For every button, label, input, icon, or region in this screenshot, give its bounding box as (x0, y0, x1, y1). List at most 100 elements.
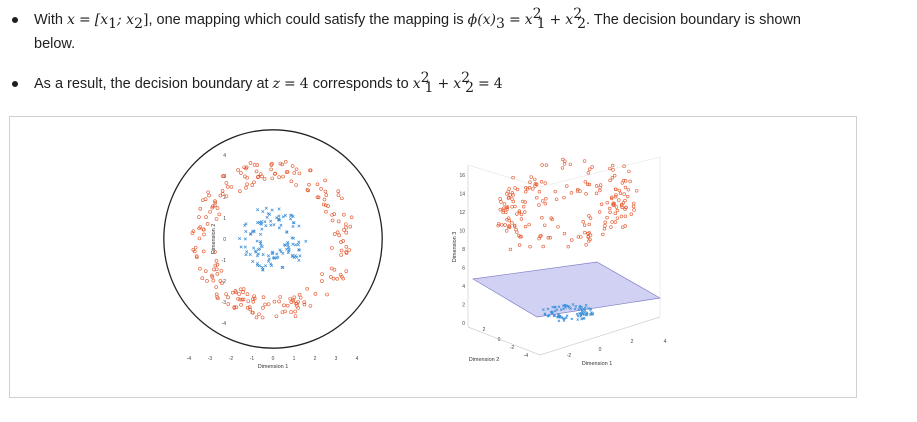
outer-class-point-3d (598, 188, 602, 193)
outer-class-point-3d (586, 231, 590, 236)
outer-class-point (308, 304, 313, 308)
inner-class-point-3d (570, 317, 574, 321)
outer-class-point (252, 163, 257, 167)
outer-class-point-3d (613, 211, 617, 216)
outer-class-point (191, 247, 196, 252)
inner-class-point (252, 229, 256, 233)
outer-class-point (320, 279, 324, 283)
outer-class-point-3d (533, 177, 537, 182)
dim1-tick-label: 2 (631, 339, 634, 345)
inner-class-point (255, 239, 259, 243)
outer-class-point (241, 290, 245, 294)
outer-class-point (200, 276, 205, 281)
outer-class-point-3d (519, 217, 524, 221)
inner-class-point (258, 247, 262, 251)
outer-class-point-3d (614, 205, 619, 209)
x-tick-label: 4 (356, 356, 359, 362)
outer-class-point-3d (601, 232, 605, 237)
inner-class-point (266, 259, 271, 263)
outer-class-point-3d (605, 200, 609, 205)
outer-class-point (344, 225, 348, 230)
z-tick-label: 14 (459, 192, 465, 198)
outer-class-point-3d (543, 201, 548, 206)
outer-class-point (316, 195, 321, 200)
outer-class-point (190, 231, 195, 235)
outer-class-point-3d (507, 195, 511, 200)
outer-class-point (306, 188, 311, 193)
inner-class-point-3d (557, 305, 561, 309)
outer-class-point-3d (521, 204, 526, 209)
outer-class-point-3d (623, 185, 628, 190)
outer-class-point-3d (540, 215, 544, 220)
inner-class-point-3d (583, 308, 587, 312)
outer-class-point-3d (629, 212, 633, 216)
inner-class-point-3d (563, 317, 566, 321)
inner-class-point (278, 218, 282, 222)
outer-class-point-3d (575, 189, 580, 193)
outer-class-point (238, 287, 243, 292)
outer-class-point (347, 248, 352, 252)
outer-class-point-3d (615, 216, 620, 220)
outer-class-point-3d (628, 179, 632, 184)
outer-class-point-3d (569, 191, 574, 195)
outer-class-point (254, 315, 259, 320)
outer-class-point-3d (588, 216, 593, 220)
inner-class-point-3d (546, 307, 550, 311)
outer-class-point (302, 302, 307, 307)
z-tick-label: 2 (462, 303, 465, 309)
outer-class-point (224, 194, 229, 198)
inner-class-point-3d (557, 313, 561, 316)
inner-class-point (269, 219, 273, 223)
outer-class-point (233, 289, 238, 293)
inner-class-point-3d (584, 303, 588, 307)
outer-class-point-3d (586, 171, 590, 175)
outer-class-point (289, 179, 294, 184)
outer-class-point (342, 212, 346, 217)
outer-class-point (344, 269, 349, 273)
outer-class-point (332, 212, 337, 216)
outer-class-point-3d (548, 236, 552, 240)
inner-class-point-3d (551, 305, 555, 309)
outer-class-point (344, 250, 348, 254)
inner-class-point (260, 227, 264, 231)
outer-class-point-3d (549, 216, 553, 220)
outer-class-point-3d (554, 197, 559, 201)
outer-class-point-3d (503, 223, 507, 227)
outer-class-point-3d (585, 182, 590, 187)
outer-class-point (285, 303, 290, 308)
outer-class-point-3d (635, 189, 639, 193)
outer-class-point (274, 314, 279, 319)
outer-class-point (198, 225, 203, 229)
inner-class-point (297, 248, 302, 252)
bullet-text: With x = [x1; x2], one mapping which cou… (34, 6, 801, 32)
dim1-tick-label: -2 (567, 353, 572, 359)
figure-panel: -4 -3 -2 -1 0 1 2 3 4 -4 -3 -2 -1 0 1 2 3 4 Dimension 1 Dim… (9, 116, 857, 398)
outer-class-point-3d (624, 179, 628, 183)
inner-class-point-3d (583, 306, 587, 310)
outer-class-point (212, 267, 216, 272)
inner-class-point (298, 254, 302, 258)
outer-class-point (254, 169, 259, 174)
inner-class-point-3d (576, 318, 580, 321)
inner-class-point (260, 220, 264, 224)
outer-class-point-3d (583, 230, 587, 235)
outer-class-point (217, 212, 222, 217)
z-tick-label: 12 (459, 210, 465, 216)
outer-class-point-3d (620, 205, 624, 209)
inner-class-point (275, 252, 279, 256)
inner-class-point (269, 262, 273, 266)
inner-class-point (297, 240, 301, 244)
outer-class-point (244, 185, 248, 190)
bullet-dot (12, 17, 18, 23)
outer-class-point (226, 302, 231, 306)
outer-class-point (294, 183, 298, 187)
z-tick-label: 4 (462, 284, 465, 290)
inner-class-point (291, 224, 295, 229)
outer-class-point (283, 309, 287, 314)
outer-class-point-3d (590, 165, 594, 169)
outer-class-point-3d (556, 225, 560, 229)
outer-class-point-3d (584, 243, 588, 247)
outer-class-point-3d (513, 186, 517, 190)
outer-class-point (325, 292, 329, 297)
outer-class-point-3d (584, 192, 588, 196)
